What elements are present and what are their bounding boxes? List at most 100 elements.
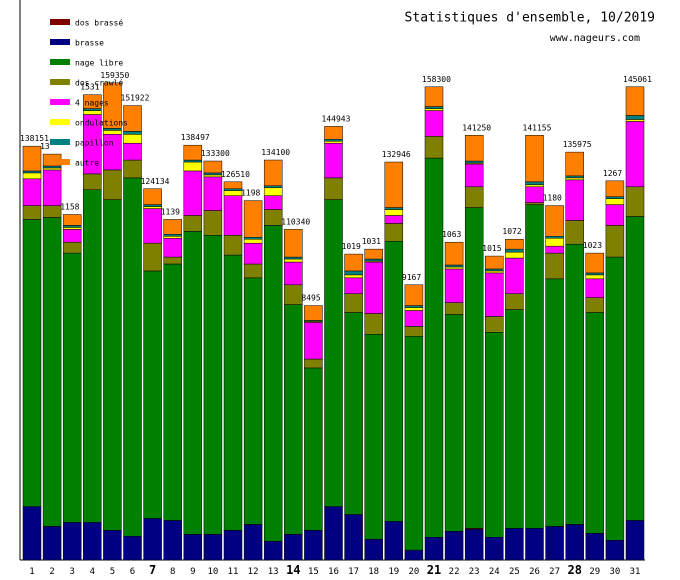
bar-segment xyxy=(83,189,102,523)
total-label: 159350 xyxy=(100,71,129,80)
bar-segment xyxy=(404,284,424,306)
x-tick-label: 1 xyxy=(29,567,34,577)
bar-segment xyxy=(62,229,82,243)
bar-segment xyxy=(304,322,323,360)
bar-segment xyxy=(62,225,82,228)
bar-segment xyxy=(525,135,544,183)
x-tick-label: 9 xyxy=(190,567,195,577)
x-tick-label: 24 xyxy=(489,567,500,577)
bar-segment xyxy=(62,241,82,254)
bar-segment xyxy=(284,229,303,258)
bar-segment xyxy=(203,174,223,178)
bar-segment xyxy=(364,334,383,540)
bar-segment xyxy=(163,238,182,258)
legend-swatch xyxy=(50,59,70,65)
bar-segment xyxy=(243,524,263,561)
bar-segment xyxy=(324,506,343,561)
bar-segment xyxy=(525,181,544,186)
bar-segment xyxy=(364,258,383,262)
total-label: 124134 xyxy=(141,177,170,186)
total-label: 1139 xyxy=(161,207,180,216)
total-label: 126510 xyxy=(221,170,250,179)
bar-segment xyxy=(284,261,303,286)
bar-segment xyxy=(545,238,564,247)
legend-label: 4 nages xyxy=(75,99,109,108)
x-tick-label: 15 xyxy=(308,567,319,577)
bar-segment xyxy=(605,539,625,561)
bar-segment xyxy=(304,305,323,321)
bar-segment xyxy=(505,248,524,253)
bar-segment xyxy=(163,263,182,521)
bar-segment xyxy=(404,310,424,327)
total-label: 1015 xyxy=(482,244,501,253)
bar-segment xyxy=(404,549,424,561)
bar-segment xyxy=(243,238,263,244)
bar-segment xyxy=(444,302,464,315)
total-label: 1198 xyxy=(241,189,260,198)
bar-segment xyxy=(284,534,303,561)
bar-segment xyxy=(625,186,645,217)
bar-segment xyxy=(163,219,182,235)
bar-segment xyxy=(344,274,363,279)
bar-segment xyxy=(263,540,283,561)
bar-segment xyxy=(344,270,363,276)
bar-segment xyxy=(284,284,303,305)
bar-segment xyxy=(464,529,484,561)
bar-segment xyxy=(143,208,162,244)
bar-segment xyxy=(203,160,223,174)
legend-label: ondulations xyxy=(75,119,128,128)
x-tick-label: 17 xyxy=(348,567,359,577)
bar-segment xyxy=(123,134,142,144)
bar-segment xyxy=(384,161,404,208)
bar-segment xyxy=(364,538,383,561)
bar-segment xyxy=(22,145,42,172)
bar-segment xyxy=(444,314,464,532)
bar-segment xyxy=(505,257,524,294)
bar-segment xyxy=(505,238,524,250)
bar-segment xyxy=(42,526,62,561)
bar-segment xyxy=(605,204,625,226)
bar-segment xyxy=(485,270,504,274)
bar-segment xyxy=(605,180,625,197)
x-tick-label: 26 xyxy=(529,567,540,577)
bar-segment xyxy=(525,186,544,203)
bar-segment xyxy=(424,136,444,159)
bar-segment xyxy=(525,528,544,561)
bar-segment xyxy=(22,172,42,180)
total-label: 151922 xyxy=(121,94,150,103)
bar-segment xyxy=(203,172,223,176)
total-label: 145061 xyxy=(623,75,652,84)
bar-segment xyxy=(243,263,263,279)
bar-segment xyxy=(304,530,323,561)
bar-segment xyxy=(42,205,62,218)
bar-segment xyxy=(485,316,504,333)
bar-segment xyxy=(203,210,223,236)
x-tick-label: 14 xyxy=(286,563,300,577)
bar-segment xyxy=(625,520,645,561)
bar-segment xyxy=(83,173,102,190)
total-label: 1531 xyxy=(80,83,99,92)
bar-segment xyxy=(123,142,142,161)
bar-segment xyxy=(344,277,363,294)
bar-segment xyxy=(83,522,102,561)
bar-segment xyxy=(585,278,605,298)
x-tick-label: 5 xyxy=(110,567,115,577)
bar-segment xyxy=(42,167,62,171)
bar-segment xyxy=(625,121,645,188)
bar-segment xyxy=(284,304,303,535)
x-tick-label: 25 xyxy=(509,567,520,577)
x-tick-label: 20 xyxy=(408,567,419,577)
bar-segment xyxy=(42,165,62,169)
bar-segment xyxy=(243,237,263,240)
bar-segment xyxy=(525,184,544,188)
bar-segment xyxy=(223,530,243,561)
bar-segment xyxy=(625,119,645,122)
bar-segment xyxy=(22,178,42,206)
bar-segment xyxy=(565,151,584,177)
bar-segment xyxy=(324,139,343,142)
bar-segment xyxy=(545,252,564,280)
bar-segment xyxy=(22,205,42,220)
bar-segment xyxy=(384,223,404,242)
bar-segment xyxy=(62,522,82,561)
legend-swatch xyxy=(50,39,70,45)
